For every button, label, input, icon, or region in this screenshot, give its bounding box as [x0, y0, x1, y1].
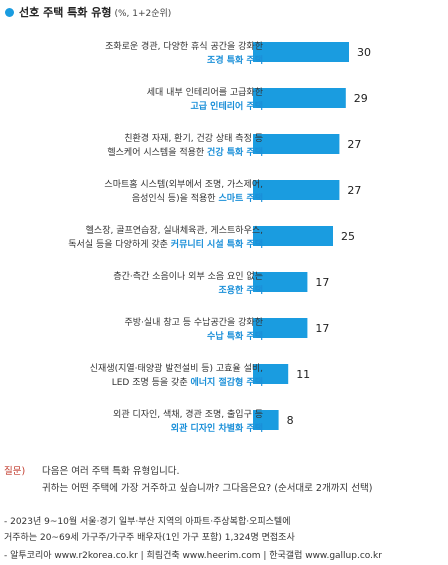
category-label-3-line1: 친환경 자재, 환기, 건강 상태 측정 등	[124, 132, 263, 144]
question-line-2: 귀하는 어떤 주택에 가장 거주하고 싶습니까? 그다음은요? (순서대로 2개…	[42, 483, 373, 494]
category-label-4-line1: 스마트홈 시스템(외부에서 조명, 가스제어,	[104, 178, 263, 190]
survey-note-1: - 2023년 9~10월 서울·경기 일부·부산 지역의 아파트·주상복합·오…	[4, 517, 291, 527]
bar-6	[253, 272, 308, 292]
source-note: - 알투코리아 www.r2korea.co.kr | 희림건축 www.hee…	[4, 551, 382, 561]
value-label-1: 30	[357, 46, 371, 59]
category-label-5-line2: 독서실 등을 다양하게 갖춘 커뮤니티 시설 특화 주택	[68, 238, 263, 250]
category-label-2-line1: 세대 내부 인테리어를 고급화한	[147, 87, 263, 98]
category-label-4-line2: 음성인식 등)을 적용한 스마트 주택	[132, 192, 263, 204]
bullet-dot-icon	[5, 7, 14, 17]
bar-4	[253, 180, 340, 200]
bar-9	[253, 410, 279, 430]
value-label-5: 25	[341, 230, 355, 243]
category-label-7-line1: 주방·실내 창고 등 수납공간을 강화한	[124, 317, 263, 328]
chart-unit: (%, 1+2순위)	[114, 8, 172, 19]
value-label-6: 17	[315, 276, 329, 289]
category-label-9-line1: 외관 디자인, 색채, 경관 조명, 출입구 등	[113, 408, 263, 420]
category-label-8-line2: LED 조명 등을 갖춘 에너지 절감형 주택	[112, 376, 263, 388]
survey-note-2: 거주하는 20~69세 가구주/가구주 배우자(1인 가구 포함) 1,324명…	[4, 533, 295, 543]
bar-7	[253, 318, 308, 338]
category-label-9-line2: 외관 디자인 차별화 주택	[171, 422, 263, 434]
category-label-6-line2: 조용한 주택	[218, 284, 263, 296]
category-label-3-line2: 헬스케어 시스템을 적용한 건강 특화 주택	[107, 146, 263, 158]
category-label-7-line2: 수납 특화 주택	[207, 330, 263, 342]
value-label-3: 27	[347, 138, 361, 151]
category-label-5-line1: 헬스장, 골프연습장, 실내체육관, 게스트하우스,	[86, 225, 263, 236]
chart-title: 선호 주택 특화 유형	[19, 6, 112, 19]
question-line-1: 다음은 여러 주택 특화 유형입니다.	[42, 466, 180, 477]
category-label-1-line2: 조경 특화 주택	[207, 54, 263, 66]
bar-5	[253, 226, 333, 246]
category-label-1-line1: 조화로운 경관, 다양한 휴식 공간을 강화한	[105, 40, 263, 52]
category-label-8-line1: 신재생(지열·태양광 발전설비 등) 고효율 설비,	[90, 362, 263, 374]
category-label-6-line1: 층간·측간 소음이나 외부 소음 요인 없는	[113, 270, 263, 282]
value-label-2: 29	[354, 92, 368, 105]
bar-3	[253, 134, 340, 154]
bar-1	[253, 42, 349, 62]
chart-header: 선호 주택 특화 유형 (%, 1+2순위)	[5, 4, 171, 20]
bar-2	[253, 88, 346, 108]
value-label-7: 17	[315, 322, 329, 335]
bar-8	[253, 364, 289, 384]
value-label-4: 27	[347, 184, 361, 197]
category-label-2-line2: 고급 인테리어 주택	[190, 100, 263, 112]
value-label-8: 11	[296, 368, 310, 381]
question-label: 질문)	[4, 466, 26, 477]
value-label-9: 8	[287, 414, 294, 427]
